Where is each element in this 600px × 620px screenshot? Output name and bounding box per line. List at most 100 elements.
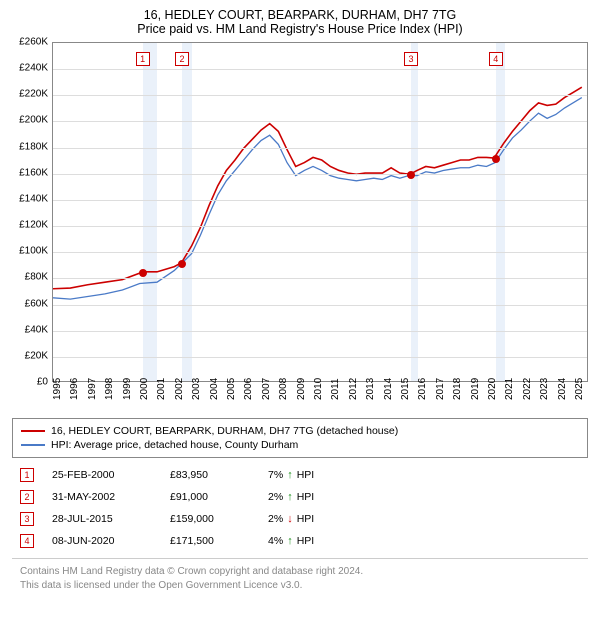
y-tick-label: £220K bbox=[19, 89, 48, 100]
grid-line bbox=[53, 226, 587, 227]
sale-marker-label: 4 bbox=[489, 52, 503, 66]
x-tick-label: 1996 bbox=[69, 378, 80, 400]
sale-diff-suffix: HPI bbox=[297, 535, 315, 547]
x-tick-label: 1995 bbox=[52, 378, 63, 400]
x-tick-label: 2010 bbox=[313, 378, 324, 400]
arrow-icon: ↑ bbox=[287, 491, 293, 503]
x-tick-label: 2009 bbox=[296, 378, 307, 400]
y-tick-label: £140K bbox=[19, 193, 48, 204]
sale-diff-pct: 7% bbox=[268, 469, 283, 481]
x-tick-label: 2018 bbox=[452, 378, 463, 400]
x-tick-label: 2014 bbox=[383, 378, 394, 400]
sale-price: £83,950 bbox=[170, 469, 250, 481]
series-property bbox=[53, 87, 582, 289]
sale-marker-label: 2 bbox=[175, 52, 189, 66]
x-tick-label: 2019 bbox=[470, 378, 481, 400]
y-tick-label: £240K bbox=[19, 63, 48, 74]
grid-line bbox=[53, 252, 587, 253]
x-tick-label: 2024 bbox=[557, 378, 568, 400]
sale-date: 25-FEB-2000 bbox=[52, 469, 152, 481]
grid-line bbox=[53, 278, 587, 279]
x-tick-label: 2007 bbox=[261, 378, 272, 400]
x-tick-label: 2025 bbox=[574, 378, 585, 400]
x-tick-label: 2003 bbox=[191, 378, 202, 400]
grid-line bbox=[53, 69, 587, 70]
arrow-icon: ↓ bbox=[287, 513, 293, 525]
y-tick-label: £100K bbox=[19, 246, 48, 257]
legend-label: HPI: Average price, detached house, Coun… bbox=[51, 439, 298, 451]
y-tick-label: £180K bbox=[19, 141, 48, 152]
sale-diff-suffix: HPI bbox=[297, 513, 315, 525]
y-tick-label: £200K bbox=[19, 115, 48, 126]
x-tick-label: 2008 bbox=[278, 378, 289, 400]
y-tick-label: £20K bbox=[25, 350, 48, 361]
sale-index-box: 4 bbox=[20, 534, 34, 548]
y-tick-label: £0 bbox=[37, 377, 48, 388]
x-tick-label: 2020 bbox=[487, 378, 498, 400]
x-tick-label: 2023 bbox=[539, 378, 550, 400]
x-tick-label: 1999 bbox=[122, 378, 133, 400]
sale-diff-pct: 2% bbox=[268, 491, 283, 503]
y-tick-label: £260K bbox=[19, 37, 48, 48]
sale-index-box: 1 bbox=[20, 468, 34, 482]
x-tick-label: 2015 bbox=[400, 378, 411, 400]
sale-date: 31-MAY-2002 bbox=[52, 491, 152, 503]
x-tick-label: 1998 bbox=[104, 378, 115, 400]
footer-line1: Contains HM Land Registry data © Crown c… bbox=[20, 565, 580, 579]
legend-item: 16, HEDLEY COURT, BEARPARK, DURHAM, DH7 … bbox=[21, 425, 579, 437]
x-tick-label: 2002 bbox=[174, 378, 185, 400]
grid-line bbox=[53, 95, 587, 96]
legend-swatch bbox=[21, 444, 45, 445]
y-tick-label: £160K bbox=[19, 167, 48, 178]
grid-line bbox=[53, 200, 587, 201]
sale-dot bbox=[492, 155, 500, 163]
sale-row: 4 08-JUN-2020 £171,500 4% ↑ HPI bbox=[12, 530, 588, 552]
sale-diff-pct: 4% bbox=[268, 535, 283, 547]
sale-row: 1 25-FEB-2000 £83,950 7%↑HPI bbox=[12, 464, 588, 486]
sale-diff: 2% ↑ HPI bbox=[268, 491, 358, 503]
title-line1: 16, HEDLEY COURT, BEARPARK, DURHAM, DH7 … bbox=[12, 8, 588, 22]
sale-dot bbox=[407, 171, 415, 179]
sale-date: 28-JUL-2015 bbox=[52, 513, 152, 525]
x-tick-label: 2004 bbox=[209, 378, 220, 400]
legend: 16, HEDLEY COURT, BEARPARK, DURHAM, DH7 … bbox=[12, 418, 588, 458]
sale-dot bbox=[178, 260, 186, 268]
footer: Contains HM Land Registry data © Crown c… bbox=[12, 558, 588, 598]
x-tick-label: 2022 bbox=[522, 378, 533, 400]
x-tick-label: 2006 bbox=[243, 378, 254, 400]
sale-price: £91,000 bbox=[170, 491, 250, 503]
sale-diff: 2% ↓ HPI bbox=[268, 513, 358, 525]
x-tick-label: 1997 bbox=[87, 378, 98, 400]
sale-row: 3 28-JUL-2015 £159,000 2% ↓ HPI bbox=[12, 508, 588, 530]
sale-diff: 7%↑HPI bbox=[268, 469, 358, 481]
title-line2: Price paid vs. HM Land Registry's House … bbox=[12, 22, 588, 36]
x-tick-label: 2005 bbox=[226, 378, 237, 400]
grid-line bbox=[53, 305, 587, 306]
sale-index-box: 2 bbox=[20, 490, 34, 504]
y-axis: £0£20K£40K£60K£80K£100K£120K£140K£160K£1… bbox=[12, 42, 52, 382]
x-tick-label: 2001 bbox=[156, 378, 167, 400]
sale-diff-pct: 2% bbox=[268, 513, 283, 525]
sale-date: 08-JUN-2020 bbox=[52, 535, 152, 547]
y-tick-label: £40K bbox=[25, 324, 48, 335]
chart-area: £0£20K£40K£60K£80K£100K£120K£140K£160K£1… bbox=[12, 42, 588, 412]
title-block: 16, HEDLEY COURT, BEARPARK, DURHAM, DH7 … bbox=[12, 8, 588, 36]
x-tick-label: 2021 bbox=[504, 378, 515, 400]
sale-index-box: 3 bbox=[20, 512, 34, 526]
x-tick-label: 2012 bbox=[348, 378, 359, 400]
legend-item: HPI: Average price, detached house, Coun… bbox=[21, 439, 579, 451]
chart-container: 16, HEDLEY COURT, BEARPARK, DURHAM, DH7 … bbox=[0, 0, 600, 620]
sale-marker-label: 1 bbox=[136, 52, 150, 66]
x-tick-label: 2000 bbox=[139, 378, 150, 400]
sale-diff-suffix: HPI bbox=[297, 491, 315, 503]
grid-line bbox=[53, 148, 587, 149]
sale-price: £171,500 bbox=[170, 535, 250, 547]
sale-diff-suffix: HPI bbox=[297, 469, 315, 481]
sale-dot bbox=[139, 269, 147, 277]
x-axis: 1995199619971998199920002001200220032004… bbox=[52, 382, 588, 412]
grid-line bbox=[53, 121, 587, 122]
arrow-icon: ↑ bbox=[287, 535, 293, 547]
sale-price: £159,000 bbox=[170, 513, 250, 525]
plot-area: 1234 bbox=[52, 42, 588, 382]
grid-line bbox=[53, 331, 587, 332]
